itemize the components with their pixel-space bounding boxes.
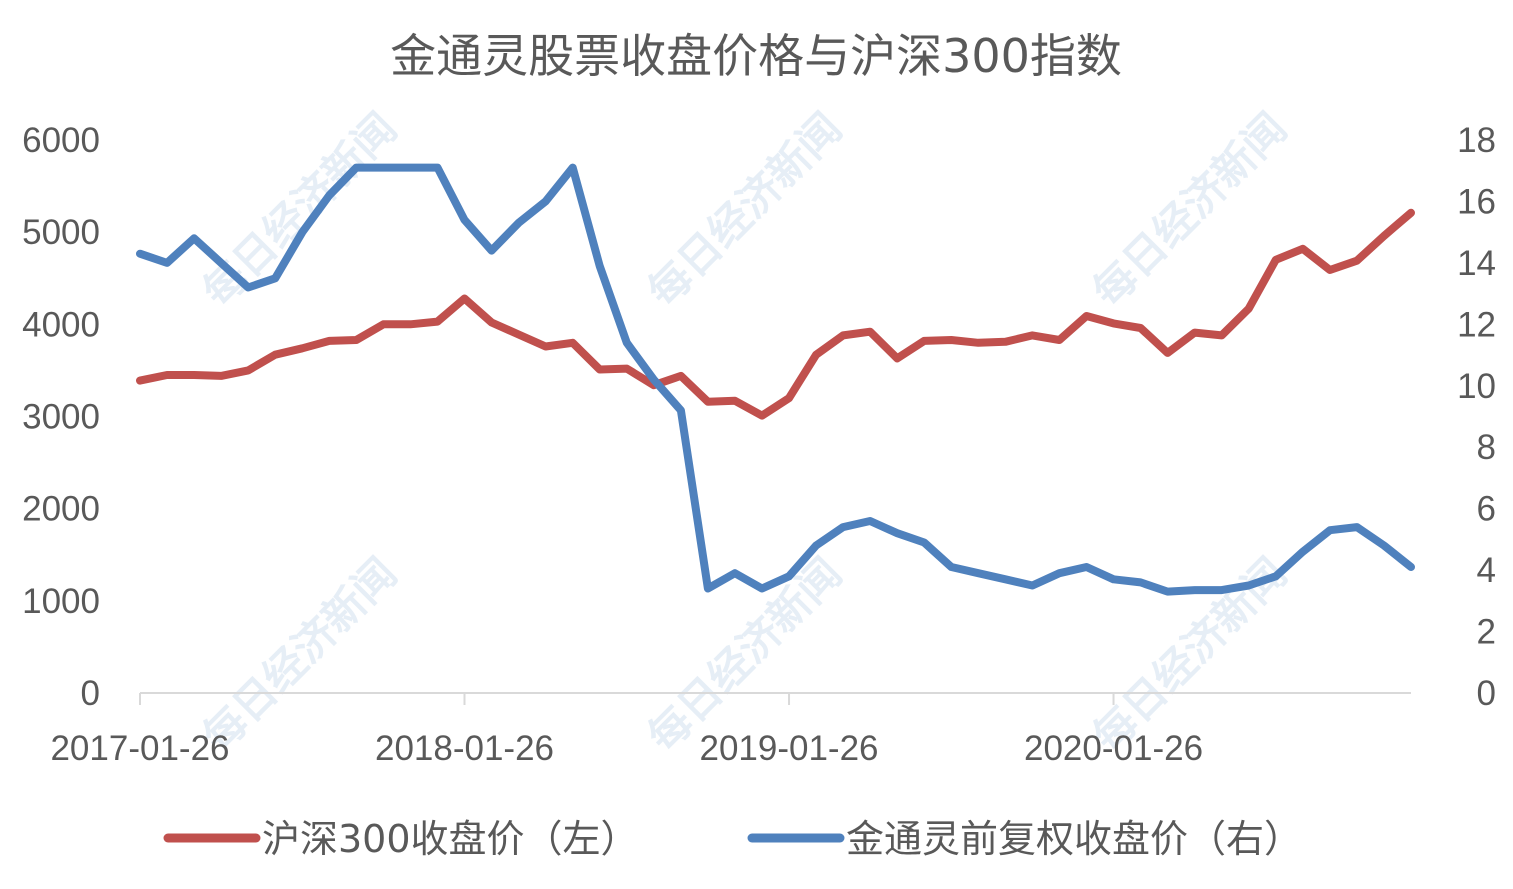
- x-axis: 2017-01-26 2018-01-26 2019-01-26 2020-01-26: [50, 693, 1203, 768]
- y-right-tick-label: 12: [1457, 305, 1496, 344]
- series-line-hs300: [136, 208, 1415, 420]
- x-tick-label: 2019-01-26: [699, 729, 878, 768]
- y-left-tick-label: 6000: [22, 121, 100, 160]
- watermark-text: 每日经济新闻: [193, 103, 406, 316]
- y-left-tick-label: 1000: [22, 582, 100, 621]
- legend-label-hs300: 沪深300收盘价（左）: [262, 817, 639, 861]
- watermark-text: 每日经济新闻: [638, 103, 851, 316]
- series-line-jtl: [136, 163, 1415, 596]
- x-tick-label: 2018-01-26: [375, 729, 554, 768]
- y-right-tick-label: 18: [1457, 121, 1496, 160]
- y-left-tick-label: 5000: [22, 213, 100, 252]
- y-left-tick-label: 2000: [22, 490, 100, 529]
- y-right-tick-label: 14: [1457, 244, 1496, 283]
- y-left-tick-label: 4000: [22, 305, 100, 344]
- y-right-tick-label: 0: [1477, 674, 1496, 713]
- legend: 沪深300收盘价（左） 金通灵前复权收盘价（右）: [163, 817, 1302, 861]
- y-right-tick-label: 10: [1457, 367, 1496, 406]
- y-left-tick-label: 3000: [22, 398, 100, 437]
- y-right-tick-label: 6: [1477, 490, 1496, 529]
- series-layer: [136, 163, 1415, 596]
- x-tick-label: 2020-01-26: [1024, 729, 1203, 768]
- y-right-tick-label: 2: [1477, 613, 1496, 652]
- x-tick-label: 2017-01-26: [50, 729, 229, 768]
- legend-label-jtl: 金通灵前复权收盘价（右）: [846, 817, 1302, 861]
- y-right-tick-label: 8: [1477, 428, 1496, 467]
- y-axis-right: 0 2 4 6 8 10 12 14 16 18: [1457, 121, 1496, 713]
- y-left-tick-label: 0: [81, 674, 100, 713]
- chart-title: 金通灵股票收盘价格与沪深300指数: [390, 29, 1122, 83]
- y-axis-left: 0 1000 2000 3000 4000 5000 6000: [22, 121, 100, 713]
- y-right-tick-label: 4: [1477, 551, 1496, 590]
- y-right-tick-label: 16: [1457, 182, 1496, 221]
